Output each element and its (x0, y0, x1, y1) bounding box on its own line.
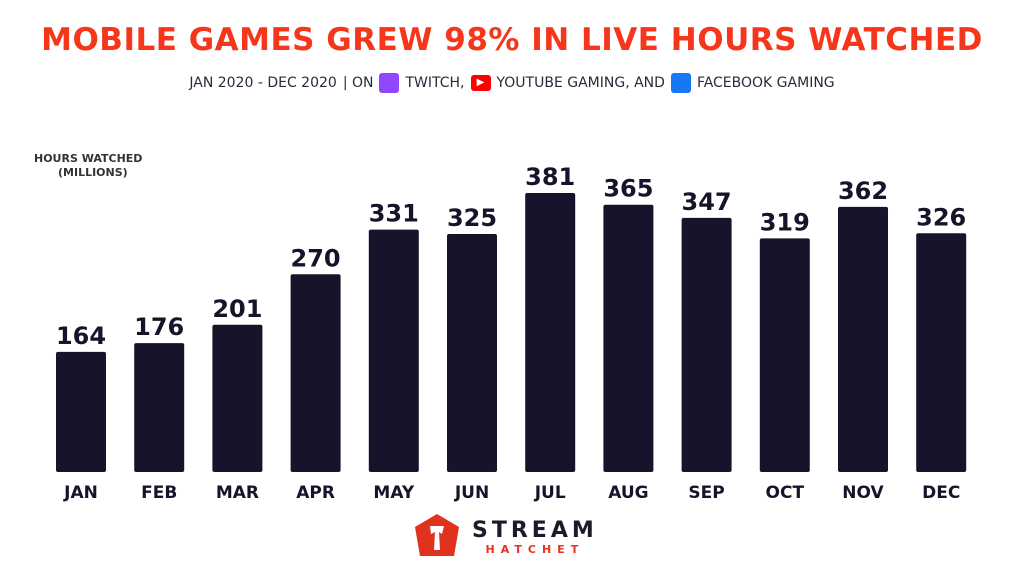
x-tick-label-jun: JUN (454, 483, 489, 503)
y-axis-label-line2: (MILLIONS) (58, 166, 128, 179)
bar-oct (759, 238, 810, 472)
bar-nov (838, 206, 888, 472)
data-label-aug: 365 (603, 175, 653, 203)
data-label-jan: 164 (56, 322, 106, 350)
data-label-mar: 201 (212, 295, 262, 323)
brand-line2: HATCHET (485, 543, 585, 556)
bar-sep (681, 217, 732, 472)
brand-logo: STREAM HATCHET (412, 512, 598, 562)
x-tick-label-oct: OCT (766, 483, 805, 503)
x-tick-label-dec: DEC (922, 483, 960, 503)
on-text: | ON (342, 75, 374, 91)
bar-apr (290, 274, 341, 472)
twitch-icon (379, 73, 400, 93)
hatchet-logo-icon (415, 514, 459, 556)
data-label-feb: 176 (134, 313, 184, 341)
youtube-text: YOUTUBE GAMING, AND (496, 75, 665, 91)
x-tick-label-jan: JAN (63, 483, 98, 503)
data-label-jul: 381 (525, 163, 575, 191)
data-label-oct: 319 (760, 208, 810, 236)
x-tick-label-may: MAY (373, 483, 414, 503)
x-tick-label-sep: SEP (688, 483, 724, 503)
x-tick-label-feb: FEB (141, 483, 177, 503)
chart-subtitle: JAN 2020 - DEC 2020 | ON TWITCH, ▶ YOUTU… (0, 73, 1024, 93)
bar-feb (134, 343, 185, 472)
facebook-text: FACEBOOK GAMING (696, 75, 835, 91)
bar-jul (525, 193, 576, 472)
x-tick-label-aug: AUG (608, 483, 648, 503)
period-text: JAN 2020 - DEC 2020 (189, 75, 337, 91)
x-tick-label-jul: JUL (534, 483, 566, 503)
bar-mar (212, 324, 263, 472)
data-label-nov: 362 (838, 177, 888, 205)
chart-title: MOBILE GAMES GREW 98% IN LIVE HOURS WATC… (41, 22, 983, 58)
twitch-text: TWITCH, (405, 75, 465, 91)
x-tick-label-apr: APR (296, 483, 335, 503)
bar-jan (56, 351, 106, 472)
data-label-dec: 326 (916, 203, 966, 231)
bar-aug (603, 204, 654, 472)
youtube-icon: ▶ (470, 75, 491, 91)
data-label-sep: 347 (682, 188, 732, 216)
bar-may (368, 229, 419, 472)
x-tick-label-nov: NOV (842, 483, 884, 503)
data-label-jun: 325 (447, 204, 497, 232)
bar-dec (916, 233, 967, 472)
y-axis-label-line1: HOURS WATCHED (34, 152, 143, 165)
y-axis-label: HOURS WATCHED (MILLIONS) (34, 152, 142, 180)
facebook-gaming-icon (670, 73, 691, 93)
bar-jun (447, 234, 497, 472)
x-tick-label-mar: MAR (216, 483, 259, 503)
brand-line1: STREAM (472, 518, 598, 543)
data-label-apr: 270 (291, 244, 341, 272)
data-label-may: 331 (369, 200, 419, 228)
